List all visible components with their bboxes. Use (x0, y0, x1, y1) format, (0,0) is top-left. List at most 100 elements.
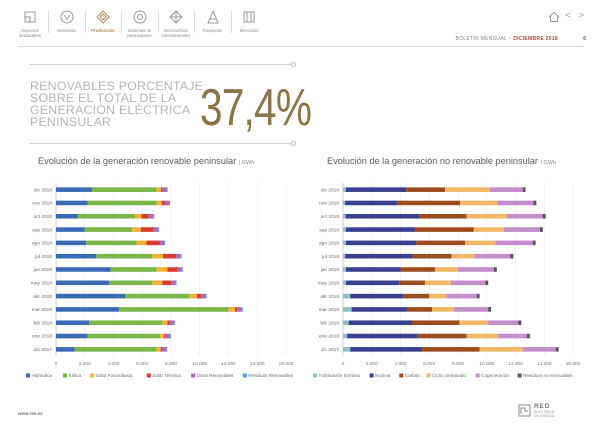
renewable-bar-segment (56, 200, 88, 206)
nonrenewable-bar-segment (465, 240, 496, 246)
renewable-bar-segment (87, 200, 157, 206)
page-arrows[interactable]: < > (565, 10, 588, 20)
nonrenewable-x-tick-label: 0 (342, 361, 345, 367)
renewable-category-label: jul 2018 (34, 254, 52, 260)
headline-rule-top (30, 64, 292, 65)
renewable-bar-segment (56, 293, 125, 299)
nonrenewable-bar-segment (417, 333, 467, 339)
renewable-legend-label: Solar Fotovoltaica (96, 373, 133, 378)
renewable-bar-segment (84, 227, 133, 232)
nonrenewable-bar-segment (445, 187, 490, 192)
renewable-legend-label: Otras Renovables (197, 373, 234, 378)
renewable-bar-segment (161, 200, 165, 206)
headline-value: 37,4% (200, 79, 312, 137)
renewable-x-tick-label: 8.000 (165, 361, 177, 367)
renewable-bar-segment (228, 307, 235, 312)
nonrenewable-bar-segment (345, 253, 413, 259)
renewable-category-label: nov 2018 (32, 201, 52, 207)
renewable-bar-segment (160, 187, 163, 192)
nonrenewable-x-tick-label: 12.000 (508, 361, 523, 367)
renewable-x-tick-label: 16.000 (279, 361, 294, 367)
nonrenewable-bar-segment (488, 320, 519, 326)
renewable-bar-segment (56, 347, 75, 352)
renewable-bar-segment (152, 280, 163, 286)
nonrenewable-x-tick-label: 8.000 (452, 361, 464, 367)
renewable-bar-segment (77, 213, 136, 219)
renewable-category-label: sep 2018 (32, 227, 52, 233)
nav-item-exchanges[interactable]: Intercambios internacionales (154, 9, 198, 38)
renewable-category-label: may 2018 (31, 281, 52, 287)
nav-item-label: Transporte (202, 28, 223, 33)
nonrenewable-category-label: oct 2018 (321, 214, 340, 220)
nonrenewable-bar-segment (345, 240, 417, 246)
renewable-bar-segment (56, 333, 88, 339)
renewable-bar-segment (56, 213, 78, 219)
nonrenewable-bar-segment (412, 320, 460, 326)
nonrenewable-bar-segment (473, 227, 504, 232)
renewable-bar-segment (91, 187, 157, 192)
renewable-bar-segment (164, 200, 169, 206)
nav-item-label: Demanda (57, 28, 76, 33)
renewable-bar-segment (87, 333, 160, 339)
nonrenewable-legend-swatch (369, 373, 374, 378)
home-icon[interactable] (548, 11, 560, 23)
nonrenewable-bar-segment (479, 347, 523, 352)
renewable-bar-segment (156, 347, 161, 352)
bulletin-month: DICIEMBRE 2018 (513, 36, 558, 42)
renewable-x-tick-label: 4.000 (107, 361, 119, 367)
renewable-bar-segment (158, 227, 160, 232)
nonrenewable-category-label: dic 2018 (321, 187, 339, 193)
nonrenewable-bar-segment (350, 293, 404, 299)
nonrenewable-x-tick-label: 4.000 (394, 361, 406, 367)
nonrenewable-bar-segment (555, 347, 559, 352)
renewable-legend-swatch (26, 373, 30, 378)
nonrenewable-bar-segment (396, 200, 461, 206)
nonrenewable-bar-segment (474, 253, 511, 259)
nonrenewable-bar-segment (343, 200, 346, 206)
renewable-category-label: abr 2018 (33, 294, 52, 300)
renewable-x-tick-label: 14.000 (250, 361, 265, 367)
nav-item-demand[interactable]: Demanda (45, 9, 89, 33)
nonrenewable-bar-segment (498, 333, 527, 339)
nonrenewable-category-label: jun 2018 (320, 267, 340, 273)
nav-separator (48, 11, 49, 33)
nav-item-non-peninsular[interactable]: Sistemas no peninsulares (118, 9, 162, 38)
renewable-chart-unit: | GWh (238, 160, 255, 166)
renewable-bar-segment (110, 267, 157, 272)
nav-item-label: Aspectos destacados (19, 28, 41, 38)
renewable-bar-segment (136, 240, 147, 246)
nav-item-transport[interactable]: Transporte (191, 9, 235, 33)
renewable-bar-segment (56, 280, 110, 286)
nonrenewable-bar-segment (419, 213, 467, 219)
renewable-bar-segment (168, 200, 170, 206)
renewable-bar-segment (196, 293, 202, 299)
footer-url[interactable]: www.ree.es (18, 411, 43, 416)
nonrenewable-bar-segment (343, 293, 351, 299)
nonrenewable-legend-label: Cogeneración (481, 373, 510, 378)
renewable-bar-segment (109, 280, 153, 286)
nonrenewable-bar-segment (343, 240, 346, 246)
nonrenewable-bar-segment (345, 280, 400, 286)
renewable-bar-segment (167, 320, 170, 326)
renewable-bar-segment (169, 333, 171, 339)
nonrenewable-bar-segment (451, 253, 475, 259)
nonrenewable-bar-segment (345, 187, 407, 192)
nonrenewable-bar-segment (542, 213, 546, 219)
nonrenewable-bar-segment (343, 187, 346, 192)
highlights-icon (24, 11, 36, 23)
renewable-bar-segment (159, 240, 165, 246)
nav-item-markets[interactable]: Mercados (227, 9, 271, 33)
nonrenewable-bar-segment (485, 280, 489, 286)
renewable-bar-segment (165, 333, 170, 339)
renewable-bar-segment (164, 240, 166, 246)
nav-separator (230, 11, 232, 33)
nonrenewable-bar-segment (422, 347, 480, 352)
nav-item-highlights[interactable]: Aspectos destacados (8, 9, 52, 38)
transport-icon (206, 9, 219, 24)
nonrenewable-bar-segment (345, 267, 401, 272)
renewable-bar-segment (181, 267, 183, 272)
ree-logo: RED ELÉCTRICA DE ESPAÑA (518, 403, 578, 421)
renewable-bar-segment (161, 347, 167, 352)
nav-item-production[interactable]: Producción (81, 9, 125, 33)
nonrenewable-category-label: may 2018 (318, 281, 339, 287)
